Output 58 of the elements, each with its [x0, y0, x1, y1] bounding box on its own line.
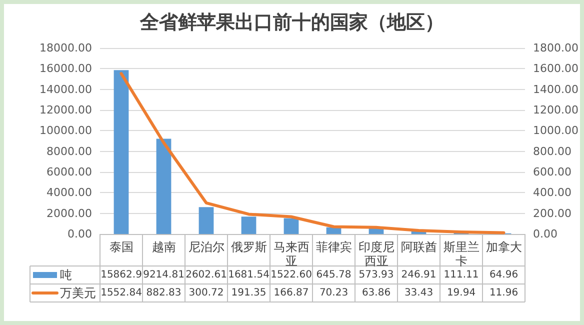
data-label: 111.11 [444, 270, 479, 280]
data-label: 166.87 [274, 288, 309, 298]
data-label: 573.93 [358, 270, 394, 280]
y2-tick-label: 1000.00 [533, 124, 578, 138]
data-label: 246.91 [401, 270, 436, 280]
y-tick-label: 8000.00 [46, 144, 92, 158]
bar [284, 218, 299, 234]
data-label: 645.78 [316, 270, 352, 280]
chart-title: 全省鲜苹果出口前十的国家（地区） [139, 12, 444, 34]
data-label: 300.72 [188, 288, 224, 298]
data-label: 1681.54 [228, 270, 270, 280]
x-tick-label: 越南 [152, 240, 176, 254]
data-label: 882.83 [146, 288, 182, 298]
y2-tick-label: 600.00 [533, 166, 572, 178]
data-label: 2602.61 [186, 270, 227, 280]
x-tick-label: 泰国 [109, 240, 134, 254]
y2-tick-label: 0.00 [533, 228, 558, 240]
y2-tick-label: 1200.00 [533, 104, 578, 116]
x-tick-label: 菲律宾 [316, 240, 352, 254]
data-label: 64.96 [489, 270, 518, 280]
data-label: 15862.9 [100, 270, 142, 280]
y2-tick-label: 1800.00 [533, 42, 578, 54]
y-tick-label: 6000.00 [46, 166, 92, 178]
y2-tick-label: 1400.00 [533, 82, 578, 96]
y2-tick-label: 800.00 [533, 144, 572, 158]
y-tick-label: 4000.00 [46, 186, 92, 200]
y2-tick-label: 1600.00 [533, 62, 578, 76]
bar [241, 216, 256, 234]
bar [114, 70, 129, 234]
data-label: 1552.84 [100, 288, 142, 298]
x-tick-label: 尼泊尔 [188, 240, 224, 254]
y2-tick-label: 400.00 [533, 186, 572, 200]
bar [198, 207, 214, 234]
y-tick-label: 0.00 [68, 228, 92, 240]
x-tick-label: 阿联酋 [400, 240, 437, 254]
data-label: 11.96 [489, 288, 518, 298]
y-tick-label: 12000.00 [40, 104, 92, 116]
x-tick-label: 俄罗斯 [230, 240, 267, 254]
data-label: 1522.60 [270, 270, 312, 280]
y-tick-label: 18000.00 [40, 42, 92, 54]
data-label: 9214.81 [143, 270, 184, 280]
legend-label: 吨 [60, 268, 72, 282]
data-label: 63.86 [362, 288, 391, 298]
x-tick-label: 加拿大 [486, 240, 522, 254]
data-label: 70.23 [319, 288, 348, 298]
bar [156, 138, 172, 234]
y-tick-label: 10000.00 [40, 124, 92, 138]
x-tick-label: 马来西亚 [273, 240, 310, 268]
x-tick-label: 斯里兰卡 [443, 240, 480, 268]
y-tick-label: 2000.00 [46, 206, 92, 220]
data-label: 33.43 [404, 288, 434, 298]
data-label: 191.35 [231, 288, 266, 298]
legend-label: 万美元 [60, 286, 96, 300]
y-tick-label: 14000.00 [40, 82, 92, 96]
x-tick-label: 印度尼西亚 [358, 240, 394, 268]
y-tick-label: 16000.00 [40, 62, 92, 76]
y2-tick-label: 200.00 [533, 206, 572, 220]
data-label: 19.94 [446, 288, 476, 298]
